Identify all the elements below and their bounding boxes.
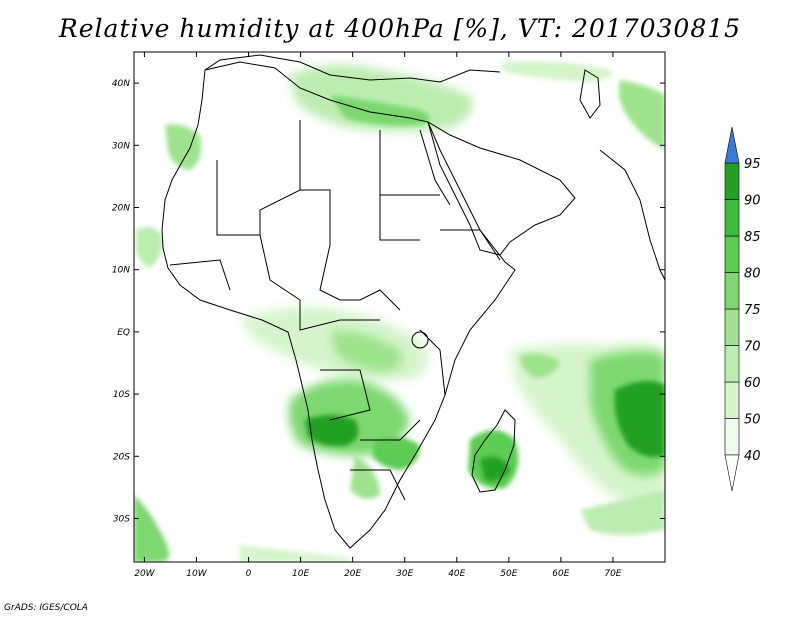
humid-region-south-indian-tail <box>580 490 665 535</box>
colorbar-extend-min <box>724 454 740 492</box>
lat-tick-label: 20N <box>112 203 130 213</box>
lon-tick-label: 50E <box>500 569 517 579</box>
colorbar-label: 80 <box>744 267 761 282</box>
map-title: Relative humidity at 400hPa [%], VT: 201… <box>58 14 742 43</box>
lat-tick-label: 30N <box>112 141 130 151</box>
colorbar-label: 40 <box>744 449 761 464</box>
lon-tick-label: 10W <box>186 569 207 579</box>
lon-tick-label: 20E <box>344 569 361 579</box>
grads-credit: GrADS: IGES/COLA <box>4 603 88 613</box>
colorbar-label: 50 <box>744 413 761 428</box>
lon-tick-label: 70E <box>604 569 621 579</box>
humid-region-north-atlantic-coast <box>165 124 202 170</box>
lon-tick-label: 0 <box>246 569 252 579</box>
lon-tick-label: 40E <box>448 569 465 579</box>
colorbar-label: 95 <box>744 157 761 172</box>
colorbar-label: 70 <box>744 340 761 355</box>
colorbar-swatch <box>724 272 740 310</box>
colorbar-swatch <box>724 199 740 237</box>
colorbar-swatch <box>724 381 740 419</box>
lat-tick-label: 10S <box>113 390 130 400</box>
lat-tick-label: 30S <box>113 514 130 524</box>
colorbar-swatch <box>724 162 740 200</box>
lon-tick-label: 20W <box>134 569 155 579</box>
colorbar-swatch <box>724 235 740 273</box>
madagascar-coastline <box>471 409 516 493</box>
lat-tick-label: 40N <box>112 79 130 89</box>
colorbar-label: 90 <box>744 194 761 209</box>
longitude-axis: 20W 10W 0 10E 20E 30E 40E 50E 60E 70E <box>134 52 622 579</box>
lon-tick-label: 30E <box>396 569 413 579</box>
lon-tick-label: 10E <box>292 569 309 579</box>
humid-region-south-atlantic-southwest <box>134 495 169 562</box>
latitude-axis: 40N 30N 20N 10N EQ 10S 20S 30S <box>112 79 665 524</box>
coastline-layer <box>161 54 665 549</box>
colorbar-swatch <box>724 308 740 346</box>
plot-frame <box>133 51 666 563</box>
colorbar-extend-max <box>724 126 740 164</box>
humid-region-arabian-sea-north <box>618 80 665 150</box>
humidity-shading <box>134 61 665 562</box>
humid-region-west-african-coast <box>136 226 163 268</box>
india-coastline <box>599 149 665 281</box>
colorbar-swatch <box>724 418 740 456</box>
lat-tick-label: 10N <box>112 266 130 276</box>
lon-tick-label: 60E <box>552 569 569 579</box>
africa-coastline <box>161 61 516 549</box>
lat-tick-label: EQ <box>117 328 130 338</box>
colorbar-label: 85 <box>744 230 761 245</box>
colorbar: 40 50 60 70 75 80 85 90 95 <box>724 126 761 492</box>
europe-coastline <box>204 54 501 83</box>
colorbar-label: 75 <box>744 303 761 318</box>
colorbar-label: 60 <box>744 376 761 391</box>
arabia-coastline <box>427 120 576 256</box>
lat-tick-label: 20S <box>113 452 130 462</box>
colorbar-swatch <box>724 345 740 383</box>
